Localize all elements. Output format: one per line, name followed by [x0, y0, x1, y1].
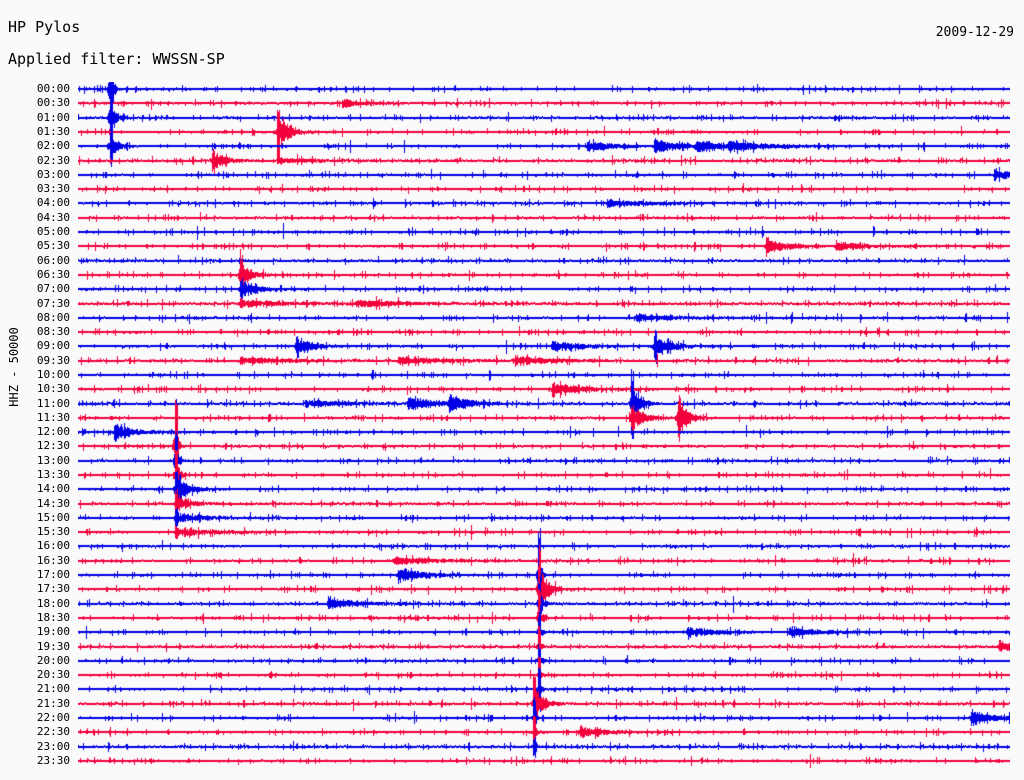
- time-label: 22:30: [36, 725, 70, 739]
- time-label: 20:00: [36, 653, 70, 667]
- time-label: 12:30: [36, 439, 70, 453]
- time-label: 23:00: [36, 739, 70, 753]
- time-label: 14:30: [36, 496, 70, 510]
- time-label: 03:30: [36, 182, 70, 196]
- time-label: 10:30: [36, 382, 70, 396]
- time-label: 01:30: [36, 125, 70, 139]
- time-label: 20:30: [36, 668, 70, 682]
- time-label: 22:00: [36, 710, 70, 724]
- time-label: 18:30: [36, 610, 70, 624]
- time-label: 17:00: [36, 568, 70, 582]
- time-label: 00:30: [36, 96, 70, 110]
- time-label: 23:30: [36, 753, 70, 767]
- time-label: 08:00: [36, 310, 70, 324]
- time-label: 02:00: [36, 139, 70, 153]
- time-label: 04:00: [36, 196, 70, 210]
- time-label: 11:00: [36, 396, 70, 410]
- time-label: 03:00: [36, 167, 70, 181]
- time-label: 02:30: [36, 153, 70, 167]
- filter-label: Applied filter: WWSSN-SP: [8, 50, 225, 68]
- time-label: 19:00: [36, 625, 70, 639]
- time-label: 09:30: [36, 353, 70, 367]
- time-label: 16:30: [36, 553, 70, 567]
- time-label: 06:00: [36, 253, 70, 267]
- helicorder-canvas: [78, 82, 1010, 768]
- time-label: 21:00: [36, 682, 70, 696]
- date-label: 2009-12-29: [935, 25, 1014, 40]
- time-label: 21:30: [36, 696, 70, 710]
- time-label: 07:00: [36, 282, 70, 296]
- time-label: 11:30: [36, 410, 70, 424]
- time-label: 05:30: [36, 239, 70, 253]
- time-label: 15:30: [36, 525, 70, 539]
- page-title: HP Pylos: [8, 18, 81, 36]
- time-axis-labels: 00:00 00:30 01:00 01:30 02:00 02:30 03:00 03:30…: [0, 82, 76, 768]
- time-label: 00:00: [36, 82, 70, 96]
- time-label: 13:30: [36, 468, 70, 482]
- time-label: 15:00: [36, 510, 70, 524]
- time-label: 06:30: [36, 267, 70, 281]
- time-label: 14:00: [36, 482, 70, 496]
- time-label: 09:00: [36, 339, 70, 353]
- time-label: 13:00: [36, 453, 70, 467]
- time-label: 05:00: [36, 225, 70, 239]
- time-label: 17:30: [36, 582, 70, 596]
- time-label: 04:30: [36, 210, 70, 224]
- time-label: 12:00: [36, 425, 70, 439]
- time-label: 19:30: [36, 639, 70, 653]
- time-label: 10:00: [36, 367, 70, 381]
- time-label: 18:00: [36, 596, 70, 610]
- time-label: 07:30: [36, 296, 70, 310]
- time-label: 01:00: [36, 110, 70, 124]
- time-label: 16:00: [36, 539, 70, 553]
- time-label: 08:30: [36, 325, 70, 339]
